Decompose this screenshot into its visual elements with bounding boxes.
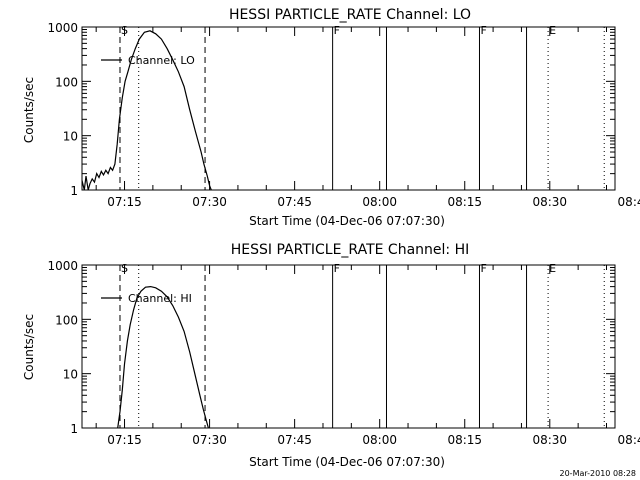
x-axis-label: Start Time (04-Dec-06 07:07:30) [249,455,445,469]
x-tick-label: 08:45 [618,433,640,447]
chart-title: HESSI PARTICLE_RATE Channel: LO [229,7,471,23]
x-axis-label: Start Time (04-Dec-06 07:07:30) [249,214,445,228]
event-marker-label: F [480,24,486,37]
y-tick-label: 1000 [47,259,78,273]
x-tick-label: 07:30 [192,195,227,209]
y-tick-label: 100 [55,313,78,327]
y-axis-label: Counts/sec [22,77,36,143]
y-axis-label: Counts/sec [22,314,36,380]
y-tick-label: 1000 [47,21,78,35]
event-marker-label: E [549,262,556,275]
legend-label: Channel: LO [128,54,195,67]
x-tick-label: 07:15 [107,195,142,209]
x-tick-label: 07:15 [107,433,142,447]
x-tick-label: 07:45 [277,433,312,447]
y-tick-label: 1 [70,422,78,436]
event-marker-label: E [549,24,556,37]
plot-frame [81,264,616,429]
y-tick-label: 10 [63,130,78,144]
x-tick-label: 08:15 [447,433,482,447]
event-marker-label: F [480,262,486,275]
event-marker-label: F [334,24,340,37]
y-tick-label: 10 [63,368,78,382]
legend-label: Channel: HI [128,292,192,305]
y-tick-label: 100 [55,75,78,89]
x-tick-label: 08:00 [362,433,397,447]
x-tick-label: 08:30 [532,195,567,209]
footer-timestamp: 20-Mar-2010 08:28 [560,469,637,478]
series-line [117,285,209,429]
chart-panel-hi: HESSI PARTICLE_RATE Channel: HI Counts/s… [22,242,640,469]
x-tick-label: 08:30 [532,433,567,447]
x-tick-label: 07:45 [277,195,312,209]
x-tick-label: 08:15 [447,195,482,209]
event-marker-label: S [121,262,128,275]
x-tick-label: 07:30 [192,433,227,447]
x-tick-label: 08:45 [618,195,640,209]
y-tick-label: 1 [70,184,78,198]
plot-frame [81,26,616,191]
event-marker-label: F [334,262,340,275]
chart-panel-lo: HESSI PARTICLE_RATE Channel: LO Counts/s… [22,7,640,228]
event-marker-label: S [121,24,128,37]
chart-title: HESSI PARTICLE_RATE Channel: HI [231,242,469,258]
x-tick-label: 08:00 [362,195,397,209]
series-line [81,30,212,191]
